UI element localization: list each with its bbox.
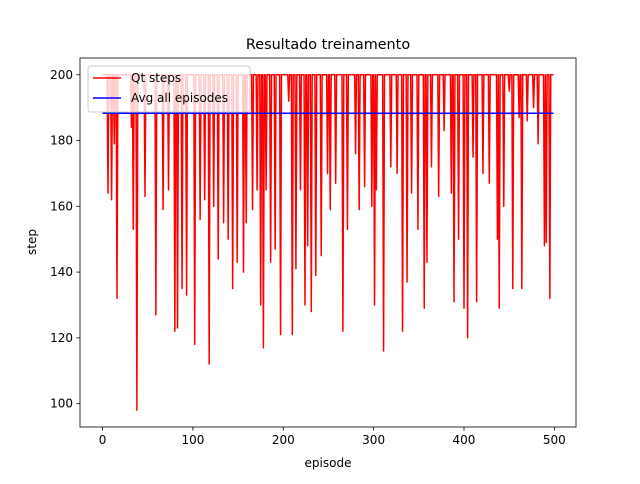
x-tick-label: 500 xyxy=(543,433,566,447)
y-tick-label: 140 xyxy=(50,265,73,279)
x-tick-label: 200 xyxy=(272,433,295,447)
x-axis-label: episode xyxy=(305,456,352,470)
legend-box xyxy=(87,65,251,113)
x-tick-label: 300 xyxy=(362,433,385,447)
y-axis-label: step xyxy=(25,229,39,255)
y-tick-label: 180 xyxy=(50,134,73,148)
y-tick-label: 100 xyxy=(50,397,73,411)
x-tick-label: 0 xyxy=(99,433,107,447)
chart-title: Resultado treinamento xyxy=(246,37,410,53)
legend-label: Qt steps xyxy=(131,71,181,85)
plot-frame xyxy=(79,57,577,428)
y-tick-label: 120 xyxy=(50,331,73,345)
x-tick-label: 100 xyxy=(181,433,204,447)
legend-label: Avg all episodes xyxy=(131,91,228,105)
y-tick-label: 160 xyxy=(50,199,73,213)
legend: Qt steps Avg all episodes xyxy=(87,65,251,113)
x-tick-label: 400 xyxy=(453,433,476,447)
y-tick-label: 200 xyxy=(50,68,73,82)
